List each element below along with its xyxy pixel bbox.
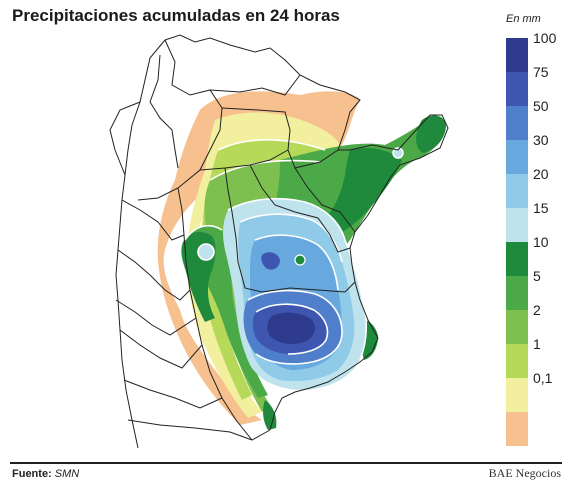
isohyet-ring	[197, 243, 215, 261]
legend-label: 10	[533, 234, 549, 250]
source-value: SMN	[54, 468, 80, 480]
legend-swatch	[506, 174, 528, 208]
legend-swatch	[506, 242, 528, 276]
isohyet-ring	[392, 147, 404, 159]
legend-label: 30	[533, 132, 549, 148]
precipitation-map	[109, 34, 449, 449]
legend-swatch	[506, 378, 528, 412]
legend-swatch	[506, 72, 528, 106]
province-boundaries	[109, 34, 449, 449]
legend-label: 5	[533, 268, 541, 284]
legend-label: 20	[533, 166, 549, 182]
isohyet-ring	[294, 254, 306, 266]
zone-extreme	[261, 252, 280, 270]
publisher-brand: BAE Negocios	[488, 466, 561, 480]
footer-divider	[10, 462, 562, 464]
legend-swatch	[506, 140, 528, 174]
zone-intense	[416, 115, 446, 153]
zone-intense	[322, 148, 402, 238]
legend-swatch	[506, 310, 528, 344]
legend-label: 100	[533, 30, 557, 46]
zone-intense	[263, 400, 277, 430]
legend-label: 1	[533, 336, 541, 352]
legend-label: 2	[533, 302, 541, 318]
isohyet-lines	[184, 139, 368, 365]
legend-label: 75	[533, 64, 549, 80]
source-credit: Fuente: SMN	[12, 468, 79, 480]
legend-swatch	[506, 276, 528, 310]
legend-swatch	[506, 38, 528, 72]
legend-label: 0,1	[533, 370, 553, 386]
legend-swatch	[506, 412, 528, 446]
zone-peak	[267, 312, 315, 344]
legend-swatch	[506, 344, 528, 378]
legend-label: 15	[533, 200, 549, 216]
legend-swatch	[506, 106, 528, 140]
map-title: Precipitaciones acumuladas en 24 horas	[12, 6, 340, 25]
legend-swatch	[506, 208, 528, 242]
legend-label: 50	[533, 98, 549, 114]
legend-unit: En mm	[506, 13, 541, 25]
source-label: Fuente:	[12, 468, 52, 480]
